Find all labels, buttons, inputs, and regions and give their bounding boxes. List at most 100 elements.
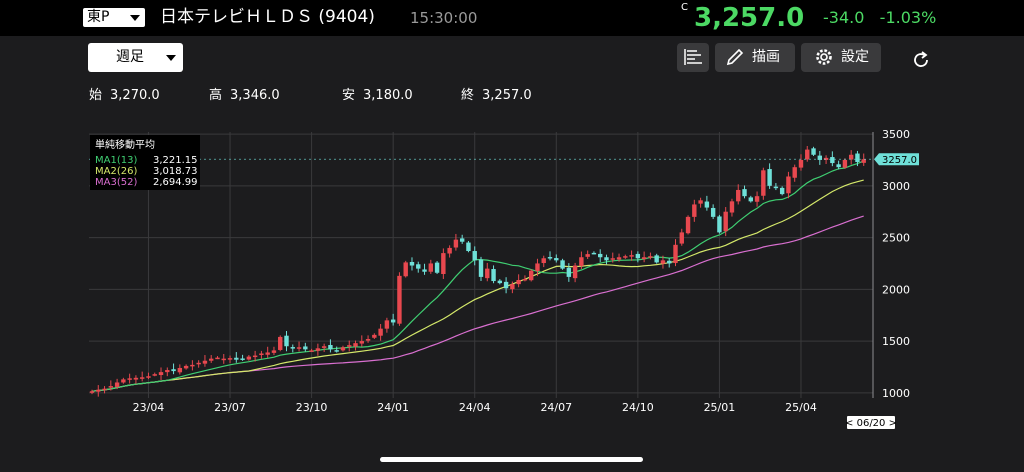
candle-body <box>616 257 622 260</box>
candle-body <box>591 252 597 255</box>
candle-body <box>491 269 496 282</box>
indicator-button[interactable] <box>677 43 709 72</box>
candle-body <box>510 284 515 290</box>
top-bar <box>0 0 1024 36</box>
candle-body <box>855 153 860 163</box>
candle-body <box>635 253 641 259</box>
candle-body <box>422 269 427 272</box>
candle-body <box>641 257 647 260</box>
home-indicator <box>380 457 643 462</box>
ma-legend: 単純移動平均 MA1(13) 3,221.15 MA2(26) 3,018.73… <box>90 135 200 190</box>
low-label: 安 <box>342 88 356 103</box>
candle-body <box>792 167 797 178</box>
y-tick-label: 2000 <box>882 283 910 296</box>
ma2-name: MA2(26) <box>95 166 138 177</box>
candle-body <box>560 260 565 269</box>
candle-body <box>447 247 452 254</box>
candle-body <box>453 239 459 248</box>
candle-body <box>196 362 201 365</box>
refresh-icon[interactable] <box>910 49 932 71</box>
ma2-line <box>91 179 864 392</box>
ohlc-open: 始 3,270.0 <box>89 88 160 104</box>
candle-body <box>240 358 245 360</box>
x-tick-label: 25/04 <box>785 401 817 414</box>
price-flag: C <box>681 2 688 13</box>
draw-label: 描画 <box>752 49 780 65</box>
candle-body <box>830 157 835 164</box>
y-tick-label: 1000 <box>882 387 910 400</box>
candle-body <box>604 257 609 261</box>
candle-body <box>692 204 697 217</box>
candle-body <box>278 336 283 350</box>
candle-body <box>190 364 195 367</box>
candle-body <box>648 256 653 258</box>
candle-body <box>183 365 189 369</box>
candle-body <box>334 350 339 352</box>
change-percent: -1.03% <box>879 8 937 27</box>
candle-body <box>221 358 226 361</box>
candle-body <box>89 391 95 393</box>
current-price-label: 3257.0 <box>882 155 917 166</box>
candle-body <box>779 187 785 195</box>
candle-body <box>516 280 521 285</box>
candle-body <box>522 278 528 281</box>
candle-body <box>246 356 252 360</box>
candle-body <box>736 189 741 202</box>
candle-body <box>378 328 383 336</box>
candle-body <box>365 339 371 341</box>
candle-body <box>748 197 753 202</box>
candle-body <box>836 164 841 168</box>
candle-body <box>729 201 735 213</box>
candle-body <box>372 334 377 338</box>
candle-body <box>585 254 590 257</box>
x-tick-label: 23/04 <box>133 401 165 414</box>
candle-body <box>723 211 728 232</box>
candle-body <box>353 343 358 347</box>
high-value: 3,346.0 <box>230 88 280 103</box>
candle-body <box>861 159 866 163</box>
close-value: 3,257.0 <box>482 88 532 103</box>
candle-body <box>296 347 302 349</box>
x-tick-label: 23/07 <box>214 401 246 414</box>
open-value: 3,270.0 <box>110 88 160 103</box>
ma3-name: MA3(52) <box>95 177 138 188</box>
candle-body <box>259 353 264 355</box>
candle-body <box>133 377 139 380</box>
chevron-down-icon <box>166 55 176 61</box>
candle-body <box>114 382 120 387</box>
market-label: 東P <box>87 9 110 25</box>
candle-body <box>234 357 239 360</box>
candle-body <box>679 232 684 244</box>
candle-body <box>328 345 333 350</box>
candle-body <box>528 270 534 281</box>
candle-body <box>717 216 722 233</box>
candle-body <box>579 257 584 266</box>
draw-button[interactable]: 描画 <box>715 43 795 72</box>
candle-body <box>347 345 352 347</box>
candle-body <box>171 369 176 372</box>
candle-body <box>127 378 132 380</box>
candle-body <box>798 159 804 168</box>
candle-body <box>284 335 289 347</box>
x-tick-label: 24/07 <box>540 401 572 414</box>
settings-button[interactable]: 設定 <box>801 43 881 72</box>
candle-body <box>629 255 634 257</box>
quote-time: 15:30:00 <box>410 9 478 27</box>
candle-body <box>654 255 659 263</box>
period-selector[interactable]: 週足 <box>88 43 183 72</box>
candle-body <box>805 149 810 160</box>
ohlc-close: 終 3,257.0 <box>461 88 532 104</box>
candle-body <box>416 264 421 269</box>
market-selector[interactable]: 東P <box>83 8 145 27</box>
gear-icon <box>816 49 832 65</box>
date-badge[interactable] <box>847 416 895 429</box>
candle-body <box>271 350 277 353</box>
candle-body <box>773 186 779 189</box>
candle-body <box>121 379 126 383</box>
y-tick-label: 3000 <box>882 180 910 193</box>
stock-name: 日本テレビＨＬＤＳ <box>160 7 313 27</box>
candle-body <box>673 244 678 264</box>
candle-body <box>409 261 415 266</box>
candle-body <box>811 148 816 155</box>
